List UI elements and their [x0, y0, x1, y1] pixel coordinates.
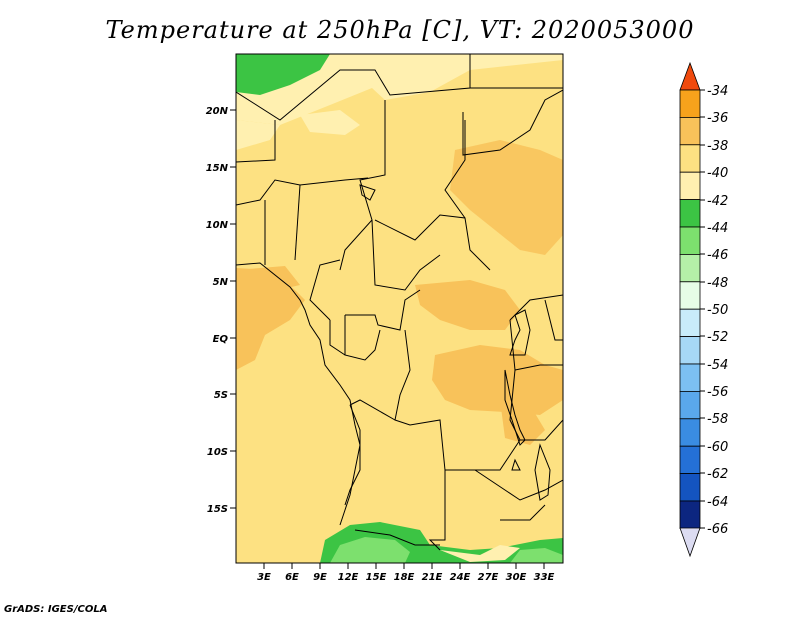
lat-label: 5S	[214, 390, 228, 401]
colorbar-cell	[679, 308, 701, 338]
colorbar-label: -52	[707, 330, 728, 345]
colorbar-label: -44	[707, 221, 728, 236]
northwest-pale-region	[236, 120, 280, 150]
shaded-field	[236, 54, 563, 563]
longitude-axis: 3E 6E 9E 12E 15E 18E 21E 24E 27E 30E 33E	[257, 563, 555, 583]
colorbar-label: -40	[707, 166, 728, 181]
lat-label: 10N	[206, 220, 229, 231]
lon-label: 27E	[478, 572, 499, 583]
northwest-green-region	[236, 54, 330, 95]
colorbar-cell	[679, 500, 701, 529]
lon-label: 21E	[422, 572, 443, 583]
colorbar-label: -56	[707, 385, 728, 400]
gulf-warm-north	[236, 266, 300, 300]
lat-label: 15S	[207, 504, 228, 515]
south-pale-region	[440, 545, 520, 562]
lon-label: 12E	[338, 572, 359, 583]
colorbar-label: -50	[707, 303, 728, 318]
lakes	[359, 184, 551, 501]
colorbar-label: -58	[707, 412, 728, 427]
colorbar-cell	[679, 253, 701, 283]
colorbar-labels: -34 -36 -38 -40 -42 -44 -46 -48 -50 -52 …	[700, 84, 728, 537]
colorbar-cell	[679, 390, 701, 420]
colorbar-label: -36	[707, 111, 728, 126]
grads-credit: GrADS: IGES/COLA	[4, 604, 108, 615]
central-warm-north	[415, 280, 520, 330]
colorbar-label: -48	[707, 276, 728, 291]
colorbar: -34 -36 -38 -40 -42 -44 -46 -48 -50 -52 …	[679, 61, 728, 558]
lon-label: 6E	[285, 572, 299, 583]
southeast-light-green-region	[510, 548, 563, 563]
lon-label: 33E	[534, 572, 555, 583]
colorbar-label: -54	[707, 358, 728, 373]
lon-label: 24E	[450, 572, 471, 583]
north-cool-band	[236, 54, 563, 125]
lat-label: 20N	[206, 106, 229, 117]
congo-warm-region	[432, 345, 563, 415]
lat-label: 10S	[207, 447, 228, 458]
colorbar-cell	[679, 144, 701, 173]
lon-label: 15E	[366, 572, 387, 583]
northeast-warm-region	[450, 140, 563, 255]
colorbar-cell	[679, 418, 701, 447]
lon-label: 9E	[313, 572, 327, 583]
colorbar-cell	[679, 171, 701, 200]
country-borders	[236, 54, 563, 551]
colorbar-label: -60	[707, 440, 728, 455]
south-green-region	[236, 522, 563, 563]
colorbar-cell	[679, 336, 701, 365]
south-light-green-region	[330, 537, 410, 563]
west-coastline	[236, 262, 361, 526]
colorbar-cell	[679, 117, 701, 146]
plot-frame	[235, 53, 564, 564]
map-title: Temperature at 250hPa [C], VT: 202005300…	[105, 16, 695, 44]
colorbar-label: -34	[707, 84, 728, 99]
colorbar-bottom-arrow	[679, 527, 701, 558]
colorbar-cell	[679, 226, 701, 255]
colorbar-cell	[679, 89, 701, 118]
colorbar-cell	[679, 281, 701, 310]
colorbar-cell	[679, 473, 701, 502]
colorbar-label: -64	[707, 495, 728, 510]
sahara-pale-patch	[300, 110, 360, 135]
colorbar-label: -42	[707, 194, 728, 209]
lon-label: 18E	[394, 572, 415, 583]
lat-label: 5N	[213, 277, 229, 288]
colorbar-cell	[679, 199, 701, 228]
colorbar-label: -66	[707, 522, 728, 537]
lon-label: 30E	[506, 572, 527, 583]
lat-label: 15N	[206, 163, 229, 174]
lon-label: 3E	[257, 572, 271, 583]
colorbar-top-arrow	[679, 61, 701, 91]
colorbar-cell	[679, 445, 701, 475]
colorbar-cells	[679, 89, 701, 529]
latitude-axis: 20N 15N 10N 5N EQ 5S 10S 15S	[206, 106, 236, 515]
colorbar-cell	[679, 363, 701, 392]
colorbar-label: -62	[707, 467, 728, 482]
colorbar-label: -46	[707, 248, 728, 263]
lat-label: EQ	[213, 334, 229, 345]
colorbar-label: -38	[707, 139, 728, 154]
